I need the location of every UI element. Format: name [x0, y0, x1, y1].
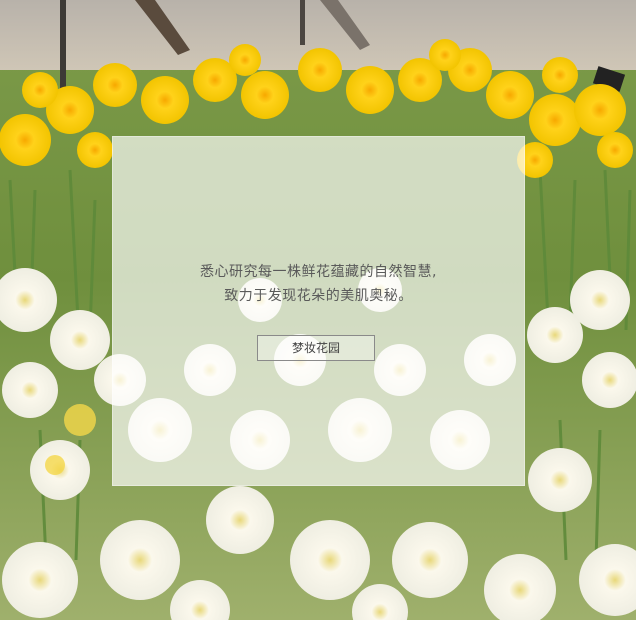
tagline-line-1: 悉心研究每一株鲜花蕴藏的自然智慧, [200, 264, 437, 280]
dream-garden-button[interactable]: 梦妆花园 [257, 335, 375, 361]
tagline-line-2: 致力于发现花朵的美肌奥秘。 [224, 288, 413, 304]
brand-tagline: 悉心研究每一株鲜花蕴藏的自然智慧, 致力于发现花朵的美肌奥秘。 [112, 260, 525, 308]
intro-overlay-panel: 悉心研究每一株鲜花蕴藏的自然智慧, 致力于发现花朵的美肌奥秘。 梦妆花园 [112, 136, 525, 486]
